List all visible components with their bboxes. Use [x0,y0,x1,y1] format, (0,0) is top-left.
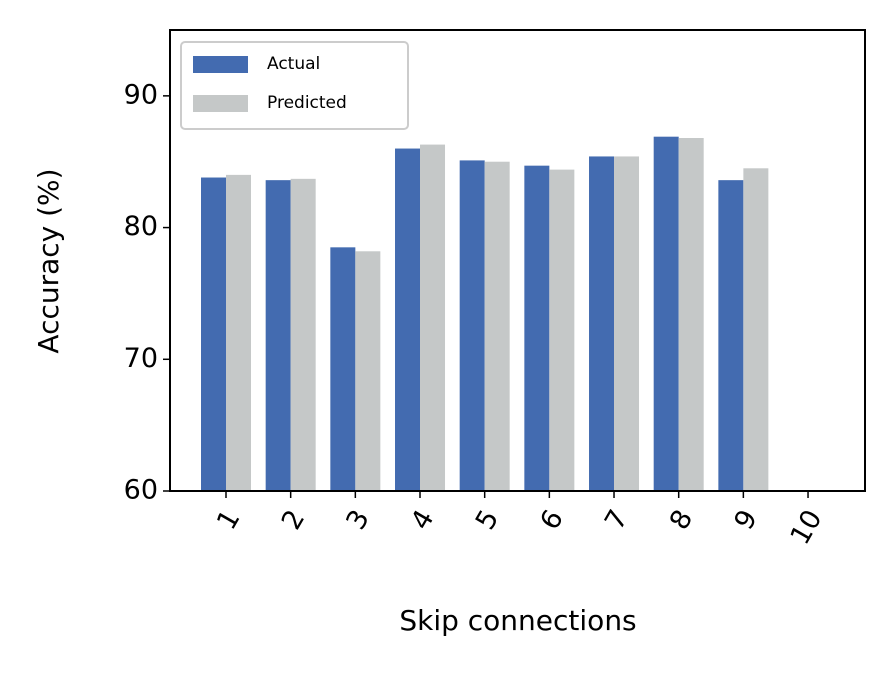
bar [355,251,381,491]
x-axis-label: Skip connections [399,604,636,637]
bar [614,156,640,491]
x-tick-label: 8 [664,505,699,535]
plot-frame [169,29,866,492]
legend-label: Predicted [267,93,347,113]
bar [549,169,575,492]
bar [226,174,251,491]
x-tick-label: 10 [785,505,829,550]
bar [201,177,226,491]
bar [653,136,679,491]
y-tick-label: 60 [124,475,158,506]
x-tick-label: 7 [599,505,634,535]
legend-label: Actual [267,54,320,74]
y-axis-label: Accuracy (%) [32,168,65,353]
bar [678,138,704,491]
bar [395,148,421,492]
x-tick-label: 9 [728,505,763,535]
y-tick-label: 90 [124,79,158,110]
bar [484,161,510,491]
bar [459,160,485,491]
bar [290,178,316,491]
x-tick-label: 5 [470,505,505,535]
bar [589,156,615,491]
x-tick-label: 2 [276,505,311,535]
y-tick-label: 70 [124,343,158,374]
bar [330,247,356,491]
bar [718,180,744,491]
x-tick-label: 6 [534,505,569,535]
bar [420,144,446,491]
bar [743,168,769,492]
bar [265,180,291,491]
x-tick-label: 3 [340,505,375,535]
legend-swatch [193,56,248,73]
y-tick-label: 80 [124,211,158,242]
legend-swatch [193,95,248,112]
x-tick-label: 4 [405,505,440,535]
bar [524,165,550,491]
x-tick-label: 1 [211,505,246,535]
